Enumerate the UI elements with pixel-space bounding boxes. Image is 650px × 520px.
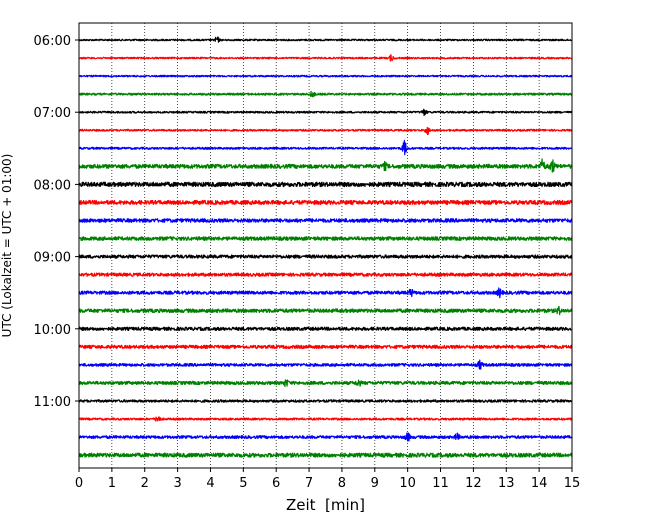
trace-1145 bbox=[78, 452, 573, 458]
trace-0700 bbox=[78, 108, 573, 117]
trace-0900 bbox=[78, 254, 573, 259]
trace-0915 bbox=[78, 272, 573, 277]
trace-0945 bbox=[78, 305, 573, 316]
trace-1000 bbox=[78, 326, 573, 331]
x-tick-label: 13 bbox=[498, 476, 515, 491]
y-axis-label: UTC (Lokalzeit = UTC + 01:00) bbox=[0, 154, 14, 338]
y-axis-ticks: 06:00 07:00 08:00 09:00 10:00 11:00 bbox=[34, 34, 79, 410]
x-tick-label: 3 bbox=[173, 476, 181, 491]
trace-0645 bbox=[78, 90, 573, 98]
x-tick-label: 12 bbox=[465, 476, 482, 491]
x-tick-label: 4 bbox=[206, 476, 214, 491]
x-tick-label: 6 bbox=[272, 476, 280, 491]
trace-0800 bbox=[78, 181, 573, 188]
x-tick-label: 2 bbox=[141, 476, 149, 491]
x-tick-label: 7 bbox=[305, 476, 313, 491]
x-tick-label: 15 bbox=[564, 476, 581, 491]
trace-0930 bbox=[78, 287, 573, 299]
y-tick-label: 09:00 bbox=[34, 251, 71, 266]
x-tick-label: 8 bbox=[338, 476, 346, 491]
vertical-grid bbox=[111, 23, 540, 468]
y-tick-label: 06:00 bbox=[34, 34, 71, 49]
plot-frame bbox=[78, 22, 573, 469]
trace-1045 bbox=[78, 379, 573, 388]
trace-1130 bbox=[78, 432, 573, 442]
trace-0815 bbox=[78, 199, 573, 206]
x-axis-ticks: 0 1 2 3 4 5 6 7 8 9 10 11 12 13 14 15 bbox=[75, 468, 580, 491]
x-tick-label: 5 bbox=[239, 476, 247, 491]
x-axis-label: Zeit [min] bbox=[286, 496, 365, 514]
trace-1100 bbox=[78, 399, 573, 403]
y-tick-label: 10:00 bbox=[34, 323, 71, 338]
trace-1030 bbox=[78, 359, 573, 370]
y-tick-label: 07:00 bbox=[34, 106, 71, 121]
x-tick-label: 1 bbox=[108, 476, 116, 491]
trace-0600 bbox=[78, 36, 573, 43]
y-tick-label: 08:00 bbox=[34, 178, 71, 193]
trace-0715 bbox=[78, 126, 573, 136]
trace-0830 bbox=[78, 218, 573, 223]
x-tick-label: 0 bbox=[75, 476, 83, 491]
y-tick-label: 11:00 bbox=[34, 395, 71, 410]
x-tick-label: 14 bbox=[531, 476, 548, 491]
trace-1115 bbox=[78, 416, 573, 422]
trace-0745 bbox=[78, 158, 573, 173]
trace-0630 bbox=[78, 74, 573, 78]
trace-0730 bbox=[78, 139, 573, 156]
trace-0615 bbox=[78, 54, 573, 62]
trace-0845 bbox=[78, 236, 573, 241]
x-tick-label: 11 bbox=[432, 476, 449, 491]
x-tick-label: 9 bbox=[371, 476, 379, 491]
trace-group bbox=[78, 36, 573, 458]
x-tick-label: 10 bbox=[399, 476, 416, 491]
trace-1015 bbox=[78, 344, 573, 350]
